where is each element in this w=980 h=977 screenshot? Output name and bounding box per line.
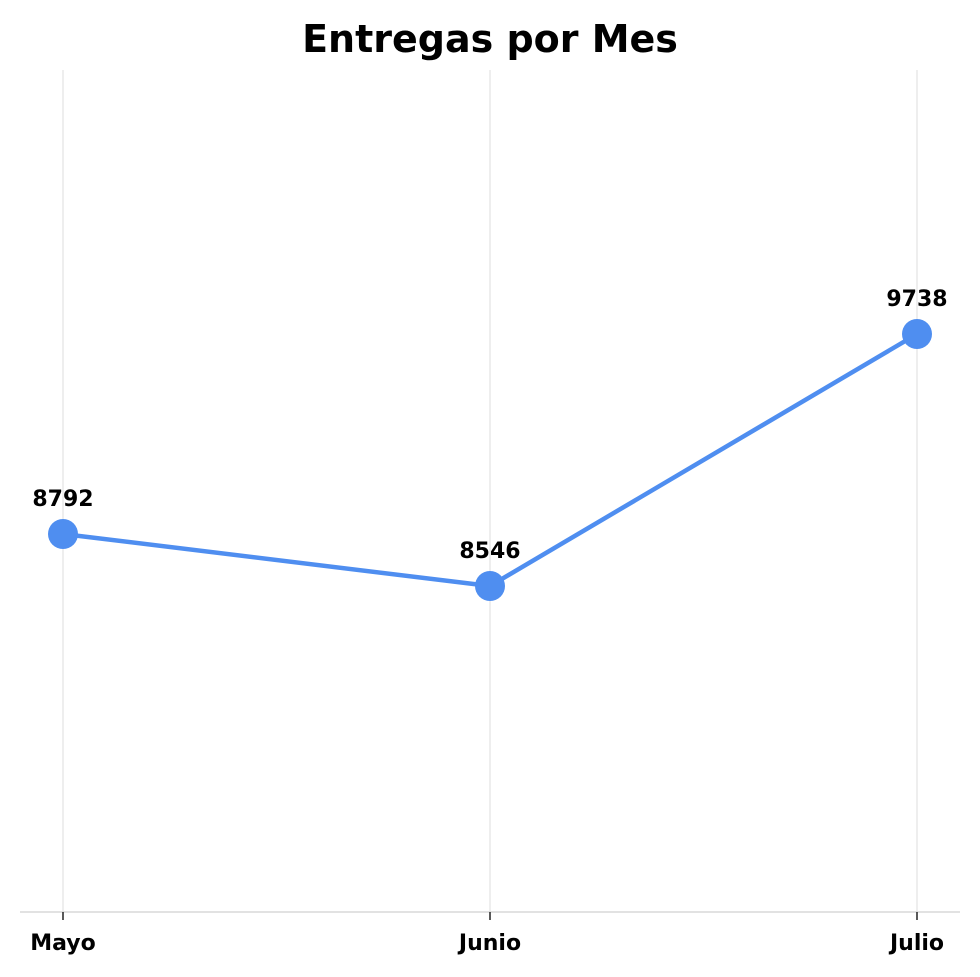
data-point-julio[interactable]	[902, 319, 932, 350]
chart-title: Entregas por Mes	[302, 17, 678, 61]
data-point-junio[interactable]	[475, 571, 505, 601]
series-layer	[48, 319, 932, 601]
data-point-mayo[interactable]	[48, 519, 78, 549]
data-label-mayo: 8792	[32, 487, 93, 512]
data-labels: 8792 8546 9738	[32, 287, 947, 564]
data-label-junio: 8546	[459, 539, 520, 564]
x-ticks: Mayo Junio Julio	[30, 912, 944, 956]
x-tick-label-mayo: Mayo	[30, 931, 96, 956]
x-tick-label-julio: Julio	[888, 931, 944, 956]
grid-layer	[62, 70, 918, 912]
x-tick-label-junio: Junio	[457, 931, 521, 956]
data-label-julio: 9738	[886, 287, 947, 312]
